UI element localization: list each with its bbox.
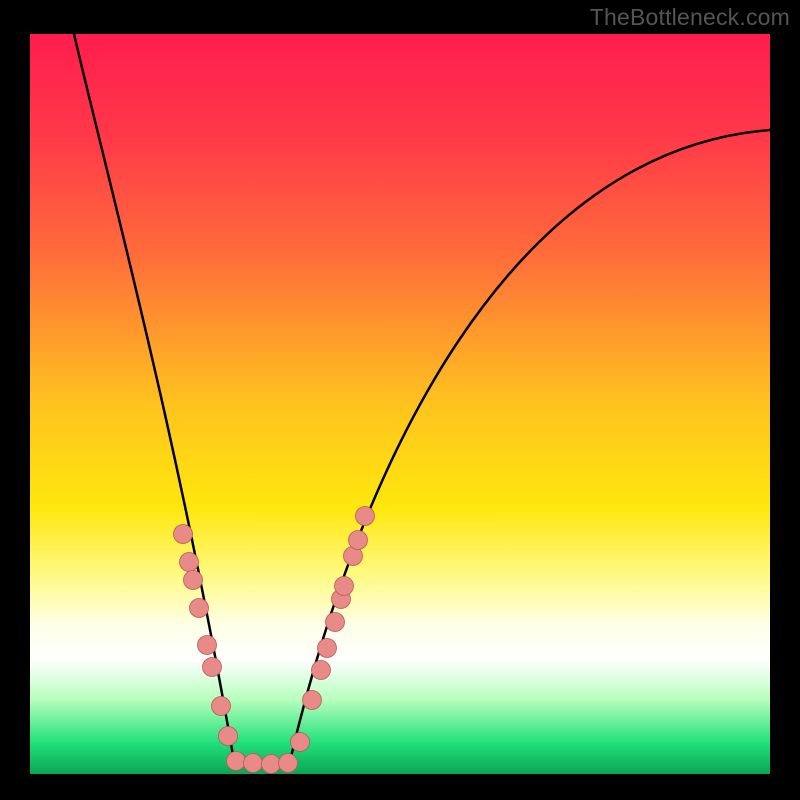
data-marker (303, 691, 322, 710)
data-marker (262, 755, 281, 774)
data-marker (227, 752, 246, 771)
data-marker (184, 571, 203, 590)
data-marker (244, 754, 263, 773)
data-marker (174, 525, 193, 544)
data-marker (203, 658, 222, 677)
data-marker (198, 636, 217, 655)
data-marker (291, 733, 310, 752)
data-marker (312, 661, 331, 680)
plot-svg (0, 0, 800, 800)
data-marker (326, 613, 345, 632)
data-marker (190, 599, 209, 618)
plot-area (30, 34, 770, 774)
data-marker (212, 697, 231, 716)
data-marker (279, 754, 298, 773)
data-marker (318, 639, 337, 658)
data-marker (349, 531, 368, 550)
data-marker (335, 577, 354, 596)
data-marker (180, 553, 199, 572)
data-marker (219, 727, 238, 746)
data-marker (356, 507, 375, 526)
chart-stage: TheBottleneck.com (0, 0, 800, 800)
